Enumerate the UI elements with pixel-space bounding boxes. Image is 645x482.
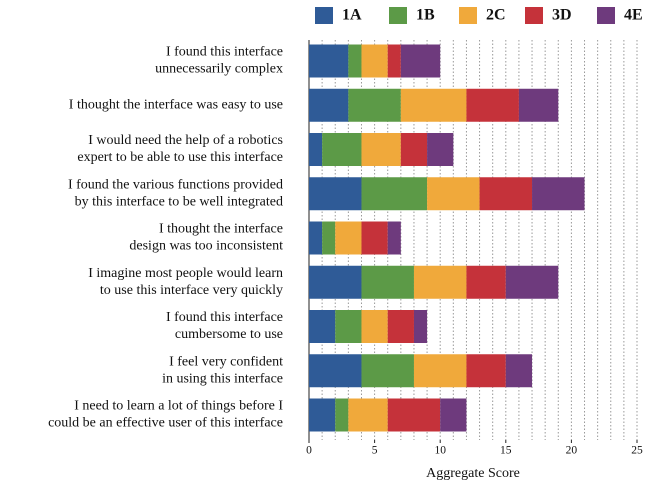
category-line: expert to be able to use this interface — [77, 150, 283, 165]
bar-segment — [322, 133, 362, 166]
bar-segment — [387, 44, 401, 78]
bar-segment — [479, 177, 533, 211]
bar-segment — [348, 398, 388, 432]
bar-segment — [413, 265, 467, 299]
bar-segment — [466, 265, 506, 299]
category-line: I thought the interface — [159, 222, 283, 237]
category-label: I thought the interface design was too in… — [129, 222, 283, 254]
legend-label: 2C — [486, 7, 506, 24]
category-line: I found the various functions provided — [68, 177, 283, 192]
bar-segment — [335, 310, 362, 343]
legend-label: 1B — [416, 7, 435, 24]
category-line: I imagine most people would learn — [88, 266, 283, 281]
bar-segment — [309, 133, 323, 166]
category-label: I imagine most people would learn to use … — [88, 266, 283, 298]
bar-segment — [387, 221, 401, 255]
category-label: I would need the help of a robotics exper… — [77, 133, 283, 165]
legend-label: 1A — [342, 7, 362, 24]
legend-swatch — [315, 7, 333, 24]
category-line: I would need the help of a robotics — [88, 133, 283, 148]
x-tick-label: 10 — [434, 445, 446, 457]
bar-segment — [413, 310, 428, 343]
bar-segment — [322, 221, 336, 255]
bar-segment — [361, 44, 388, 78]
category-line: to use this interface very quickly — [100, 283, 283, 298]
category-line: I found this interface — [166, 310, 283, 325]
bar-segment — [413, 354, 467, 388]
category-line: could be an effective user of this inter… — [48, 416, 283, 431]
x-tick-label: 0 — [306, 445, 312, 457]
x-tick-label: 15 — [500, 445, 512, 457]
legend-label: 3D — [552, 7, 572, 24]
category-line: design was too inconsistent — [129, 239, 283, 254]
bar-segment — [348, 88, 401, 122]
category-line: cumbersome to use — [175, 327, 283, 342]
category-line: I need to learn a lot of things before I — [74, 399, 283, 414]
bar-segment — [505, 265, 559, 299]
bar-segment — [309, 398, 336, 432]
bar-segment — [309, 310, 336, 343]
category-label: I thought the interface was easy to use — [69, 97, 283, 112]
bar-segment — [335, 221, 362, 255]
bar-segment — [532, 177, 585, 211]
category-label: I found this interface unnecessarily comp… — [155, 45, 283, 77]
bar-segment — [361, 310, 388, 343]
bar-segment — [361, 265, 414, 299]
x-tick-label: 5 — [372, 445, 378, 457]
category-line: I feel very confident — [169, 354, 283, 369]
bar-segment — [505, 354, 533, 388]
legend-swatch — [525, 7, 543, 24]
x-tick-label: 25 — [631, 445, 643, 457]
legend-label: 4E — [624, 7, 643, 24]
bar-segment — [400, 133, 428, 166]
category-line: in using this interface — [162, 371, 283, 386]
bar-segment — [400, 44, 441, 78]
legend-swatch — [459, 7, 477, 24]
bar-segment — [387, 398, 441, 432]
bar-segment — [309, 88, 349, 122]
bar-segment — [400, 88, 467, 122]
bar-segment — [309, 265, 362, 299]
legend-swatch — [389, 7, 407, 24]
category-line: I found this interface — [166, 45, 283, 60]
bar-segment — [309, 177, 362, 211]
bar-segment — [309, 354, 362, 388]
bar-segment — [440, 398, 467, 432]
bar-segment — [466, 88, 519, 122]
bar-segment — [427, 133, 454, 166]
category-line: I thought the interface was easy to use — [69, 97, 283, 112]
x-tick-label: 20 — [566, 445, 578, 457]
category-line: by this interface to be well integrated — [75, 194, 283, 209]
bar-segment — [335, 398, 349, 432]
category-label: I need to learn a lot of things before I… — [48, 399, 283, 431]
category-line: unnecessarily complex — [155, 62, 283, 77]
bar-segment — [309, 221, 323, 255]
category-label: I found the various functions provided by… — [68, 177, 283, 209]
bar-segment — [348, 44, 362, 78]
legend-swatch — [597, 7, 615, 24]
bar-segment — [361, 177, 428, 211]
category-label: I found this interface cumbersome to use — [166, 310, 283, 342]
bar-segment — [309, 44, 349, 78]
bar-segment — [466, 354, 506, 388]
bar-segment — [361, 133, 401, 166]
x-axis-label: Aggregate Score — [426, 466, 520, 481]
bar-segment — [518, 88, 559, 122]
bar-segment — [427, 177, 480, 211]
category-label: I feel very confident in using this inter… — [162, 354, 283, 386]
bar-segment — [361, 354, 414, 388]
bar-segment — [387, 310, 414, 343]
bar-segment — [361, 221, 388, 255]
